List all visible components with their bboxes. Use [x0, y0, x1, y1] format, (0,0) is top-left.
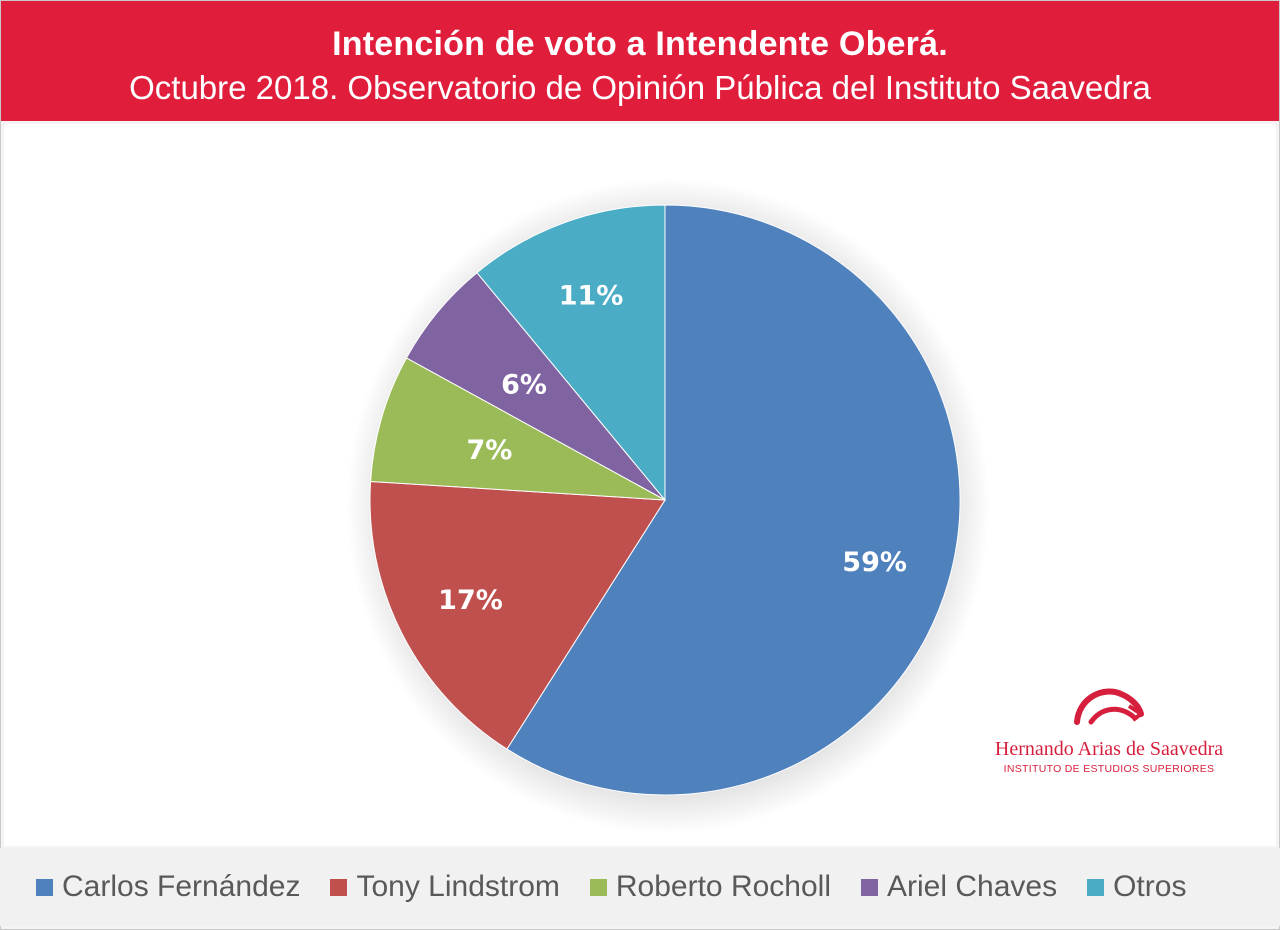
legend-label: Ariel Chaves: [887, 870, 1058, 903]
data-label: 59%: [842, 547, 907, 578]
legend-swatch: [36, 878, 53, 896]
pie-slice-roberto-rocholl: [370, 357, 666, 501]
legend-item: Otros: [1087, 870, 1186, 904]
legend-item: Roberto Rocholl: [589, 870, 832, 904]
pie-slice-carlos-fern-ndez: [506, 204, 961, 796]
legend-label: Otros: [1113, 870, 1187, 903]
legend-label: Tony Lindstrom: [356, 870, 560, 903]
saavedra-logo-icon: [1074, 688, 1144, 725]
logo-name: Hernando Arias de Saavedra: [994, 738, 1224, 760]
legend-label: Carlos Fernández: [62, 870, 301, 903]
data-label: 17%: [438, 585, 503, 616]
legend-label: Roberto Rocholl: [615, 870, 832, 903]
legend-row: Carlos Fernández Tony Lindstrom Roberto Ro…: [36, 870, 1216, 904]
institute-logo: Hernando Arias de Saavedra INSTITUTO DE …: [978, 684, 1240, 784]
data-label: 7%: [466, 435, 512, 466]
pie-slice-otros: [476, 204, 666, 502]
legend-swatch: [589, 878, 607, 896]
chart-header: Intención de voto a Intendente Oberá. Oc…: [1, 1, 1279, 121]
chart-legend: Carlos Fernández Tony Lindstrom Roberto Ro…: [0, 848, 1280, 926]
legend-swatch: [861, 878, 879, 896]
legend-item: Carlos Fernández: [36, 870, 300, 904]
chart-title: Intención de voto a Intendente Oberá.: [332, 25, 948, 63]
legend-swatch: [330, 878, 348, 896]
data-label: 6%: [501, 369, 547, 400]
data-label: 11%: [559, 281, 624, 312]
chart-subtitle: Octubre 2018. Observatorio de Opinión Pú…: [129, 69, 1151, 106]
logo-subtitle: INSTITUTO DE ESTUDIOS SUPERIORES: [1003, 763, 1215, 775]
legend-item: Tony Lindstrom: [330, 870, 560, 904]
legend-swatch: [1087, 878, 1105, 896]
legend-item: Ariel Chaves: [861, 870, 1057, 904]
pie-slice-tony-lindstrom: [369, 480, 666, 750]
